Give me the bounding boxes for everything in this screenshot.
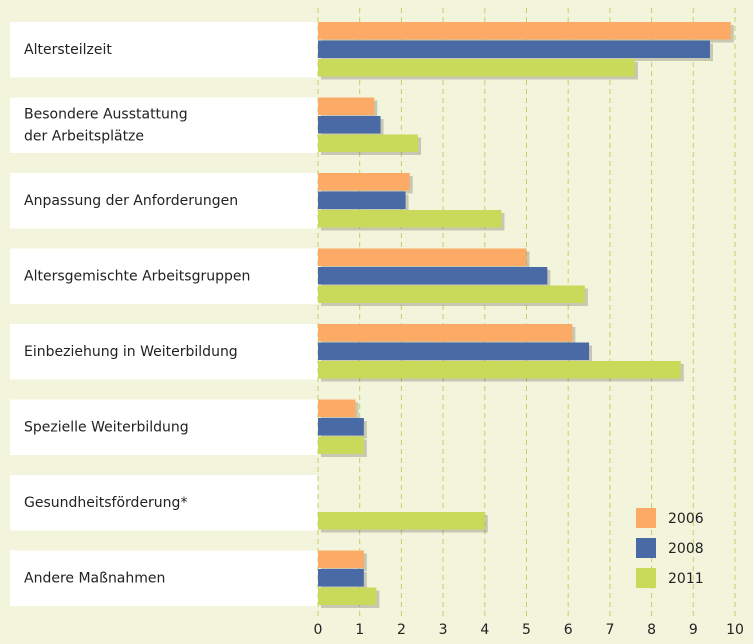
bar — [318, 134, 419, 152]
label-band — [10, 399, 318, 455]
bar — [318, 116, 381, 134]
bar — [318, 191, 406, 209]
legend-swatch — [636, 508, 656, 528]
x-tick-label: 7 — [605, 622, 614, 638]
category-label: Gesundheitsförderung* — [24, 495, 187, 511]
legend-swatch — [636, 538, 656, 558]
bar — [318, 436, 364, 454]
legend-label: 2006 — [668, 511, 704, 527]
bar — [318, 248, 527, 266]
category-label: Altersgemischte Arbeitsgruppen — [24, 268, 250, 284]
bar — [318, 59, 635, 77]
bar — [318, 97, 375, 115]
bar — [318, 361, 681, 379]
bar — [318, 267, 548, 285]
category-label: Spezielle Weiterbildung — [24, 419, 189, 435]
x-tick-label: 1 — [355, 622, 364, 638]
label-band — [10, 248, 318, 304]
legend-label: 2008 — [668, 541, 704, 557]
bar — [318, 173, 410, 191]
bar — [318, 569, 364, 587]
x-tick-label: 2 — [397, 622, 406, 638]
x-tick-label: 6 — [564, 622, 573, 638]
legend-label: 2011 — [668, 571, 704, 587]
x-tick-label: 5 — [522, 622, 531, 638]
bar — [318, 418, 364, 436]
label-band — [10, 173, 318, 229]
bar — [318, 550, 364, 568]
x-tick-label: 10 — [726, 622, 744, 638]
bar — [318, 210, 502, 228]
bar — [318, 587, 377, 605]
bar — [318, 40, 710, 58]
label-band — [10, 475, 318, 531]
category-label: Einbeziehung in Weiterbildung — [24, 344, 238, 360]
category-label: Anpassung der Anforderungen — [24, 193, 238, 209]
label-band — [10, 22, 318, 78]
x-tick-label: 3 — [439, 622, 448, 638]
x-tick-label: 9 — [689, 622, 698, 638]
bar — [318, 399, 356, 417]
bar — [318, 324, 573, 342]
category-label: Besondere Ausstattung der Arbeitsplätze — [24, 106, 188, 144]
label-band — [10, 550, 318, 606]
label-band — [10, 97, 318, 153]
category-label: Andere Maßnahmen — [24, 570, 165, 586]
category-label: Altersteilzeit — [24, 42, 112, 58]
x-tick-label: 4 — [480, 622, 489, 638]
bar — [318, 285, 585, 303]
bar — [318, 342, 590, 360]
bar — [318, 22, 731, 40]
label-band — [10, 324, 318, 380]
x-tick-label: 8 — [647, 622, 656, 638]
bar — [318, 512, 485, 530]
legend-swatch — [636, 568, 656, 588]
x-tick-label: 0 — [314, 622, 323, 638]
